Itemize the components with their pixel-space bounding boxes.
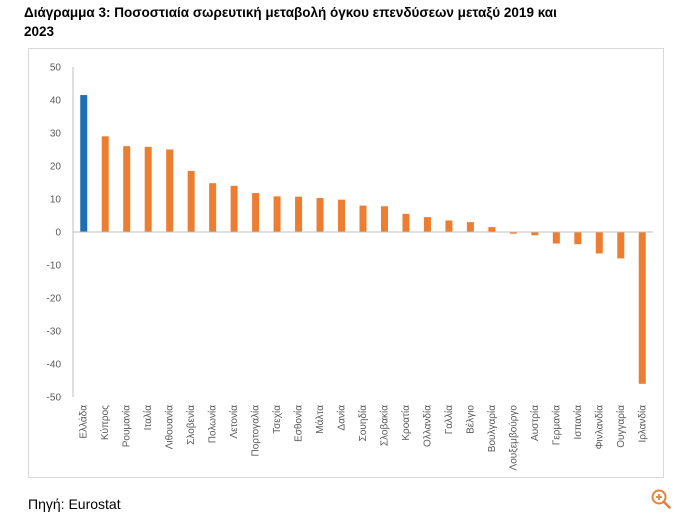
x-tick-label: Γερμανία	[550, 405, 562, 445]
y-tick-label: -30	[47, 327, 62, 338]
bar-Κροατία	[402, 213, 410, 232]
bar-Ουγγαρία	[617, 232, 625, 259]
x-tick-label: Τσεχία	[271, 405, 283, 434]
bar-Γερμανία	[552, 232, 560, 244]
x-tick-label: Σουηδία	[357, 405, 369, 442]
x-tick-label: Γαλλία	[443, 405, 455, 435]
bar-Λετονία	[230, 185, 238, 232]
x-tick-label: Λετονία	[228, 405, 240, 439]
x-tick-label: Λιθουανία	[164, 405, 176, 449]
bar-Ολλανδία	[423, 217, 431, 232]
y-tick-label: 40	[50, 96, 62, 107]
bar-Κύπρος	[101, 136, 109, 232]
x-tick-label: Λουξεμβούργο	[507, 405, 519, 471]
bar-Πολωνία	[209, 183, 217, 232]
y-tick-label: 30	[50, 129, 62, 140]
bar-Βουλγαρία	[488, 227, 496, 232]
x-tick-label: Ολλανδία	[421, 405, 433, 447]
source-note: Πηγή: Eurostat	[28, 496, 121, 512]
bar-Σουηδία	[359, 205, 367, 232]
x-tick-label: Ισπανία	[572, 405, 584, 440]
bar-Δανία	[338, 199, 346, 232]
bar-Ιταλία	[144, 146, 152, 232]
x-tick-label: Πορτογαλία	[250, 405, 262, 457]
x-tick-label: Σλοβακία	[378, 405, 390, 446]
y-tick-label: -50	[47, 393, 62, 404]
x-tick-label: Ιρλανδία	[636, 405, 648, 443]
x-tick-label: Μάλτα	[314, 405, 326, 434]
bar-Ελλάδα	[80, 95, 88, 232]
x-tick-label: Κροατία	[400, 405, 412, 441]
y-tick-label: -40	[47, 360, 62, 371]
x-tick-label: Φινλανδία	[593, 405, 605, 450]
bar-Λουξεμβούργο	[509, 232, 517, 234]
bar-chart: 50 40 30 20 10 0 -10 -20 -30 -40 -50 Ελλάδα Κύπρος Ρο…	[47, 63, 653, 471]
zoom-icon[interactable]	[650, 488, 672, 510]
bar-Πορτογαλία	[252, 193, 260, 232]
bar-Βέλγιο	[466, 222, 474, 232]
bar-Λιθουανία	[166, 149, 174, 232]
x-tick-label: Ελλάδα	[78, 405, 90, 439]
bar-Γαλλία	[445, 220, 453, 232]
bar-Φινλανδία	[595, 232, 603, 254]
x-tick-label: Αυστρία	[529, 405, 541, 441]
x-tick-label: Ουγγαρία	[615, 405, 627, 448]
y-tick-label: 10	[50, 195, 62, 206]
x-tick-label: Βουλγαρία	[486, 405, 498, 452]
y-tick-label: 50	[50, 63, 62, 74]
chart-area: 50 40 30 20 10 0 -10 -20 -30 -40 -50 Ελλάδα Κύπρος Ρο…	[28, 48, 664, 478]
x-tick-label: Ιταλία	[142, 405, 154, 431]
x-tick-label: Κύπρος	[99, 405, 111, 440]
bar-Μάλτα	[316, 198, 324, 232]
bar-Αυστρία	[531, 232, 539, 236]
x-tick-label: Ρουμανία	[121, 405, 133, 447]
bar-Εσθονία	[295, 196, 303, 232]
y-tick-label: -20	[47, 294, 62, 305]
bar-Ιρλανδία	[638, 232, 646, 384]
bar-Σλοβενία	[187, 170, 195, 232]
x-tick-label: Βέλγιο	[464, 405, 476, 434]
bar-Τσεχία	[273, 196, 281, 232]
bar-Ισπανία	[574, 232, 582, 245]
y-tick-label: -10	[47, 261, 62, 272]
x-tick-label: Εσθονία	[293, 405, 305, 442]
bar-Ρουμανία	[123, 146, 131, 232]
x-tick-label: Σλοβενία	[185, 405, 197, 445]
y-tick-label: 0	[55, 228, 61, 239]
bar-Σλοβακία	[380, 206, 388, 232]
y-tick-label: 20	[50, 162, 62, 173]
x-tick-label: Δανία	[336, 405, 348, 431]
chart-title: Διάγραμμα 3: Ποσοστιαία σωρευτική μεταβο…	[24, 5, 557, 39]
x-tick-label: Πολωνία	[207, 405, 219, 443]
